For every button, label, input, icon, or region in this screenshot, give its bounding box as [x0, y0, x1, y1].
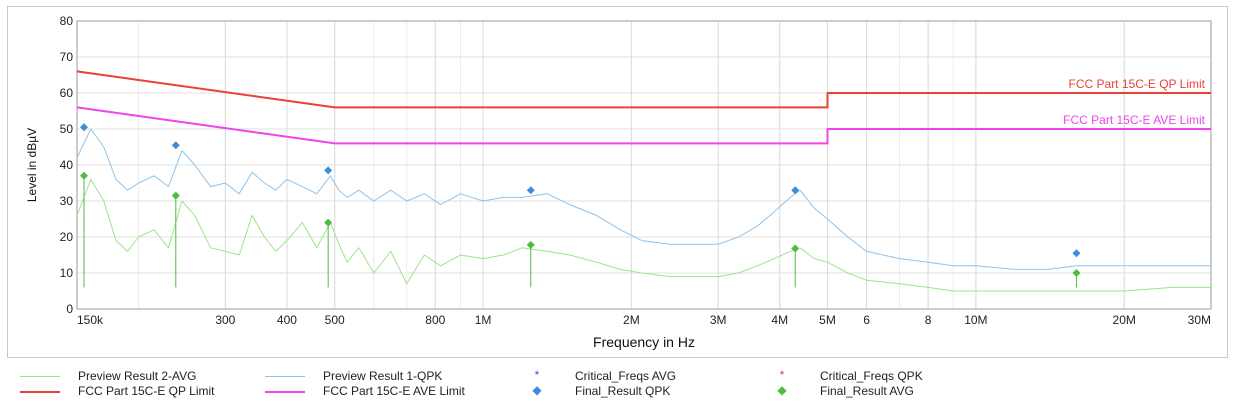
x-tick-label: 30M: [1188, 313, 1211, 327]
legend-item: ◆ Final_Result AVG: [762, 382, 914, 398]
y-tick-label: 70: [60, 50, 74, 64]
legend-swatch: [265, 384, 305, 398]
chart-legend: Preview Result 2-AVG Preview Result 1-QPK…: [0, 362, 1235, 412]
y-tick-label: 20: [60, 230, 74, 244]
limit-line-1: [76, 106, 1211, 145]
x-tick-label: 400: [277, 313, 297, 327]
legend-item: FCC Part 15C-E QP Limit: [20, 383, 214, 398]
final-avg-marker: [324, 218, 333, 227]
legend-item: * Critical_Freqs AVG: [517, 368, 676, 383]
y-tick-label: 50: [60, 122, 74, 136]
x-tick-label: 6: [863, 313, 870, 327]
final-qpk-marker: [791, 186, 800, 195]
legend-swatch: [20, 369, 60, 383]
x-axis-label: Frequency in Hz: [593, 334, 695, 350]
x-tick-label: 10M: [964, 313, 987, 327]
x-tick-label: 20M: [1113, 313, 1136, 327]
legend-swatch: *: [534, 367, 540, 382]
x-tick-label: 8: [925, 313, 932, 327]
legend-label: Preview Result 1-QPK: [323, 368, 443, 383]
limit-line-label: FCC Part 15C-E AVE Limit: [1063, 113, 1205, 127]
y-tick-label: 10: [60, 266, 74, 280]
y-tick-label: 30: [60, 194, 74, 208]
legend-swatch: [265, 369, 305, 383]
legend-label: Final_Result AVG: [820, 383, 914, 398]
x-tick-label: 2M: [623, 313, 640, 327]
final-qpk-marker: [526, 186, 535, 195]
legend-item: FCC Part 15C-E AVE Limit: [265, 383, 465, 398]
final-avg-marker: [791, 244, 800, 253]
preview-trace-2: [76, 128, 1211, 270]
y-tick-label: 0: [66, 302, 73, 316]
final-qpk-marker: [80, 123, 89, 132]
limit-line-0: [76, 70, 1211, 109]
preview-trace-3: [76, 178, 1211, 292]
y-axis-label: Level in dBµV: [25, 128, 39, 202]
x-tick-label: 800: [425, 313, 445, 327]
final-qpk-marker: [324, 166, 333, 175]
legend-label: Preview Result 2-AVG: [78, 368, 197, 383]
legend-label: FCC Part 15C-E AVE Limit: [323, 383, 465, 398]
final-qpk-marker: [1072, 249, 1081, 258]
x-tick-label: 3M: [710, 313, 727, 327]
legend-label: Final_Result QPK: [575, 383, 671, 398]
final-avg-marker: [526, 240, 535, 249]
plot-border: [76, 20, 1212, 310]
y-tick-label: 60: [60, 86, 74, 100]
legend-label: FCC Part 15C-E QP Limit: [78, 383, 215, 398]
legend-item: Preview Result 2-AVG: [20, 368, 196, 383]
final-avg-marker: [1072, 269, 1081, 277]
emi-chart: 0 10 20 30 40 50 60 70 80 150k 300 400 500 800 1M 2M 3M 4…: [25, 14, 1212, 350]
y-tick-label: 80: [60, 14, 74, 28]
x-tick-label: 4M: [771, 313, 788, 327]
limit-line-label: FCC Part 15C-E QP Limit: [1069, 77, 1206, 91]
x-tick-label: 150k: [77, 313, 104, 327]
legend-swatch: [20, 384, 60, 398]
x-tick-label: 1M: [475, 313, 492, 327]
legend-swatch: ◆: [532, 382, 542, 397]
legend-item: ◆ Final_Result QPK: [517, 383, 670, 398]
x-tick-label: 500: [325, 313, 345, 327]
y-tick-label: 40: [60, 158, 74, 172]
legend-label: Critical_Freqs QPK: [820, 368, 923, 383]
legend-item: * Critical_Freqs QPK: [762, 368, 923, 383]
legend-label: Critical_Freqs AVG: [575, 368, 677, 383]
legend-swatch: *: [779, 367, 785, 382]
legend-swatch: ◆: [777, 382, 787, 397]
final-qpk-marker: [171, 141, 180, 150]
x-tick-label: 300: [215, 313, 235, 327]
x-tick-label: 5M: [819, 313, 836, 327]
final-avg-marker: [171, 191, 180, 200]
legend-item: Preview Result 1-QPK: [265, 368, 442, 383]
final-avg-marker: [80, 171, 89, 180]
